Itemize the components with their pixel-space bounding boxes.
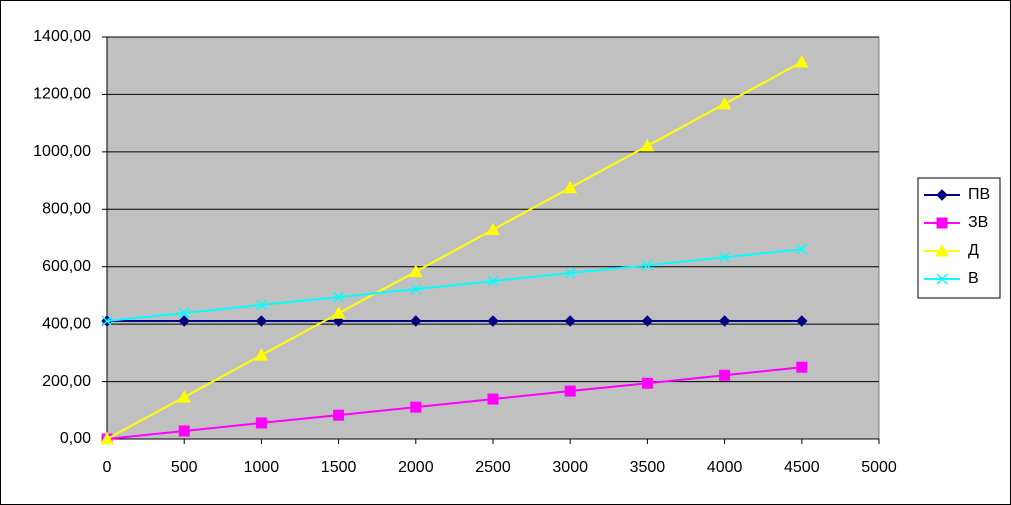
marker	[487, 275, 499, 287]
y-tick-label: 1000,00	[33, 143, 91, 160]
legend-label: Д	[968, 242, 979, 259]
marker	[641, 259, 653, 271]
marker	[564, 315, 576, 327]
marker	[255, 315, 268, 327]
marker	[254, 348, 269, 361]
marker	[794, 54, 809, 68]
x-tick-label: 2000	[398, 459, 434, 476]
legend-marker	[936, 189, 948, 201]
y-tick-label: 1400,00	[33, 28, 91, 45]
y-tick-label: 1200,00	[33, 86, 91, 103]
marker	[641, 315, 654, 327]
marker	[178, 307, 190, 319]
marker	[487, 393, 499, 405]
marker	[719, 369, 731, 381]
marker	[563, 180, 578, 194]
marker	[332, 315, 345, 327]
marker	[410, 401, 422, 413]
x-tick-label: 4500	[784, 459, 820, 476]
marker	[718, 315, 731, 327]
series-line	[106, 248, 802, 322]
marker	[410, 315, 422, 327]
marker	[178, 315, 190, 327]
x-tick-label: 1000	[244, 459, 280, 476]
marker	[717, 96, 732, 110]
marker	[255, 299, 267, 311]
y-tick-label: 800,00	[42, 201, 91, 218]
x-tick-label: 3500	[630, 459, 666, 476]
x-tick-label: 0	[103, 459, 112, 476]
legend-marker	[936, 217, 948, 229]
x-tick-label: 5000	[861, 459, 897, 476]
x-tick-label: 500	[171, 459, 198, 476]
x-tick-label: 2500	[475, 459, 511, 476]
x-tick-label: 1500	[321, 459, 357, 476]
marker	[719, 251, 731, 263]
marker	[333, 409, 345, 421]
marker	[408, 264, 423, 278]
marker	[331, 306, 346, 319]
marker	[640, 138, 655, 152]
legend-label: В	[968, 270, 979, 287]
marker	[796, 243, 808, 255]
marker	[487, 315, 499, 327]
legend-label: ЗВ	[968, 214, 988, 231]
marker	[641, 377, 653, 389]
x-tick-label: 3000	[552, 459, 588, 476]
marker	[564, 385, 576, 397]
marker	[101, 315, 113, 327]
marker	[796, 315, 808, 327]
legend-marker	[936, 273, 948, 285]
marker	[333, 291, 345, 303]
marker	[410, 283, 422, 295]
marker	[255, 417, 267, 429]
marker	[178, 425, 190, 437]
y-tick-label: 0,00	[60, 430, 91, 447]
marker	[796, 361, 808, 373]
y-tick-label: 600,00	[42, 258, 91, 275]
marker	[177, 390, 192, 403]
plot-area	[106, 36, 880, 440]
y-tick-label: 200,00	[42, 373, 91, 390]
series-line	[106, 61, 803, 440]
marker	[486, 222, 500, 236]
legend-label: ПВ	[968, 186, 990, 203]
x-tick-label: 4000	[707, 459, 743, 476]
y-tick-label: 400,00	[42, 315, 91, 332]
series-line	[106, 366, 802, 440]
marker	[100, 431, 114, 445]
legend-marker	[935, 243, 949, 257]
marker	[564, 267, 576, 279]
